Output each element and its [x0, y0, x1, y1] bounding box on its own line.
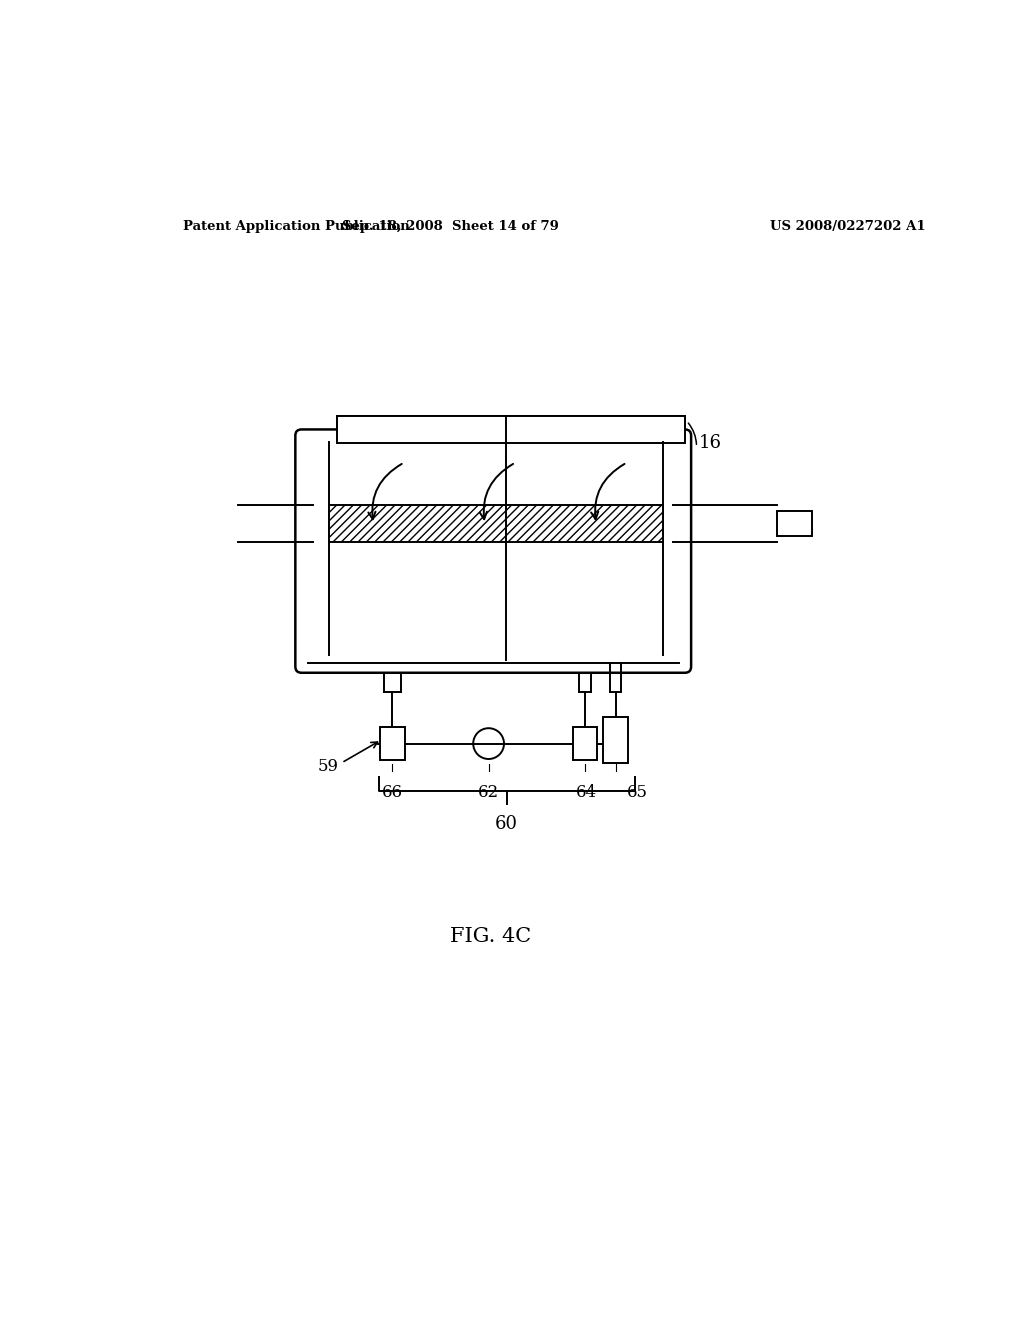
Text: 60: 60 — [496, 816, 518, 833]
Bar — [380, 727, 404, 760]
Bar — [572, 727, 597, 760]
Text: US 2008/0227202 A1: US 2008/0227202 A1 — [770, 219, 926, 232]
Bar — [603, 717, 628, 763]
Text: 64: 64 — [575, 784, 597, 801]
Bar — [337, 416, 685, 444]
Text: Sep. 18, 2008  Sheet 14 of 79: Sep. 18, 2008 Sheet 14 of 79 — [342, 219, 558, 232]
Text: 59: 59 — [317, 758, 339, 775]
FancyArrowPatch shape — [369, 463, 401, 519]
Bar — [330, 506, 664, 543]
Text: Patent Application Publication: Patent Application Publication — [183, 219, 410, 232]
FancyBboxPatch shape — [295, 429, 691, 673]
Bar — [777, 511, 812, 536]
Text: 62: 62 — [478, 784, 499, 801]
Text: FIG. 4C: FIG. 4C — [451, 927, 531, 945]
Text: 66: 66 — [382, 784, 402, 801]
Text: 16: 16 — [698, 434, 722, 453]
FancyArrowPatch shape — [479, 463, 513, 519]
FancyArrowPatch shape — [591, 463, 625, 519]
FancyBboxPatch shape — [337, 416, 685, 444]
Text: 65: 65 — [628, 784, 648, 801]
